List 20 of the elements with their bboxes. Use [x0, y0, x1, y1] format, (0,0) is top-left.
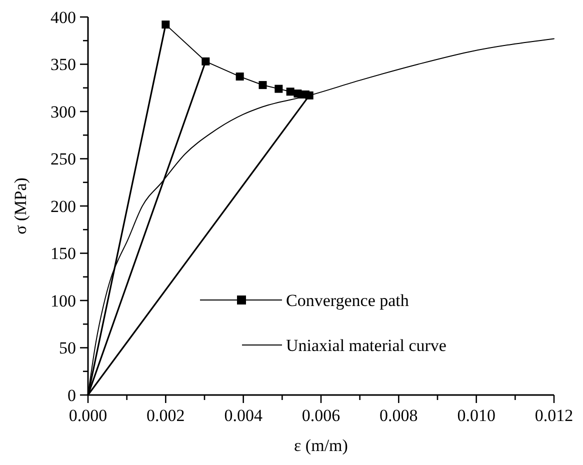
y-axis-title: σ (MPa)	[11, 178, 30, 234]
x-tick-label: 0.010	[457, 406, 496, 425]
y-tick-label: 300	[50, 102, 76, 122]
y-tick-label: 200	[50, 196, 76, 216]
y-tick-label: 0	[68, 386, 76, 405]
x-tick-label: 0.002	[146, 406, 185, 425]
y-tick-label: 100	[50, 291, 76, 310]
x-tick-label: 0.008	[380, 406, 418, 425]
y-tick-label: 400	[50, 8, 76, 27]
y-tick-label: 250	[50, 150, 76, 169]
y-tick-label: 50	[59, 338, 76, 358]
x-tick-label: 0.000	[68, 406, 108, 425]
x-axis-title: ε (m/m)	[294, 436, 348, 455]
x-tick-label: 0.006	[302, 406, 340, 425]
legend-label: Convergence path	[286, 290, 410, 310]
x-tick-label: 0.012	[534, 406, 574, 425]
y-tick-label: 350	[50, 55, 76, 74]
y-tick-label: 150	[50, 244, 76, 264]
legend-label: Uniaxial material curve	[286, 336, 446, 355]
x-tick-label: 0.004	[224, 406, 263, 425]
